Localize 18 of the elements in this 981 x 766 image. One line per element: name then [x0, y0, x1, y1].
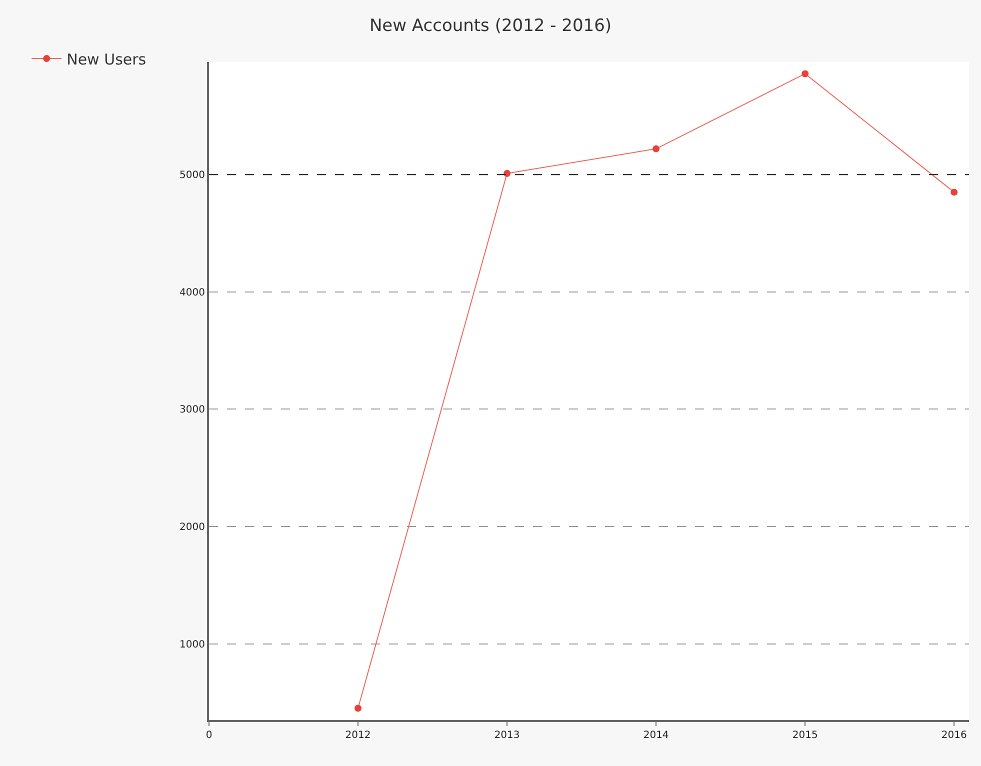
x-tick-label: 0	[206, 730, 212, 741]
x-tick-label: 2016	[941, 730, 967, 741]
point	[652, 145, 660, 152]
point	[950, 188, 958, 196]
y-tick-label: 1000	[180, 639, 205, 650]
point	[802, 70, 809, 78]
point	[354, 704, 362, 712]
y-tick-label: 2000	[180, 522, 205, 533]
y-tick-label: 4000	[180, 287, 205, 298]
x-tick-label: 2013	[494, 730, 520, 741]
y-tick-label: 5000	[180, 170, 205, 182]
chart-title: New Accounts (2012 - 2016)	[369, 16, 612, 36]
point	[504, 170, 511, 177]
legend-label: New Users	[66, 50, 146, 68]
x-tick-label: 2015	[792, 730, 818, 741]
x-tick-label: 2012	[345, 730, 371, 741]
y-tick-label: 3000	[180, 404, 205, 416]
x-tick-label: 2014	[643, 730, 669, 741]
